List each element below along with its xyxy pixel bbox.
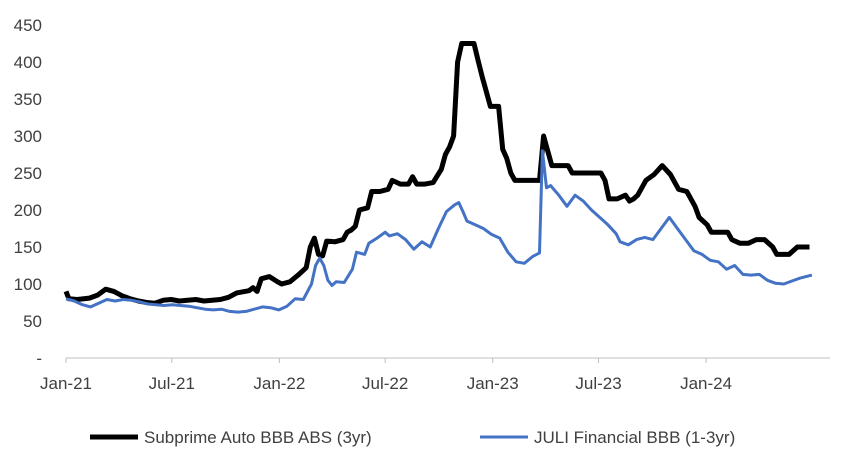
legend-label-juli-financial: JULI Financial BBB (1-3yr) — [534, 428, 735, 447]
y-tick-label: - — [36, 349, 42, 368]
y-tick-label: 200 — [14, 201, 42, 220]
y-tick-label: 350 — [14, 90, 42, 109]
legend-label-subprime-auto: Subprime Auto BBB ABS (3yr) — [144, 428, 372, 447]
x-tick-label: Jul-22 — [362, 374, 408, 393]
x-tick-label: Jan-24 — [680, 374, 732, 393]
series-line-juli-financial-bbb-1-3yr — [65, 149, 813, 314]
x-tick-label: Jan-21 — [40, 374, 92, 393]
y-tick-label: 400 — [14, 53, 42, 72]
y-axis-ticks: - 50 100 150 200 250 300 350 400 450 — [14, 16, 42, 368]
series-line-subprime-auto-bbb-abs-3yr — [63, 41, 810, 306]
x-tick-label: Jul-23 — [575, 374, 621, 393]
x-axis-ticks: Jan-21 Jul-21 Jan-22 Jul-22 Jan-23 Jul-23 Jan-… — [40, 358, 732, 393]
x-tick-label: Jan-22 — [253, 374, 305, 393]
y-tick-label: 450 — [14, 16, 42, 35]
y-tick-label: 50 — [23, 312, 42, 331]
y-tick-label: 100 — [14, 275, 42, 294]
series-layer — [63, 41, 813, 314]
x-tick-label: Jan-23 — [467, 374, 519, 393]
x-tick-label: Jul-21 — [149, 374, 195, 393]
y-tick-label: 300 — [14, 127, 42, 146]
legend: Subprime Auto BBB ABS (3yr) JULI Financi… — [90, 428, 735, 447]
y-tick-label: 150 — [14, 238, 42, 257]
y-tick-label: 250 — [14, 164, 42, 183]
